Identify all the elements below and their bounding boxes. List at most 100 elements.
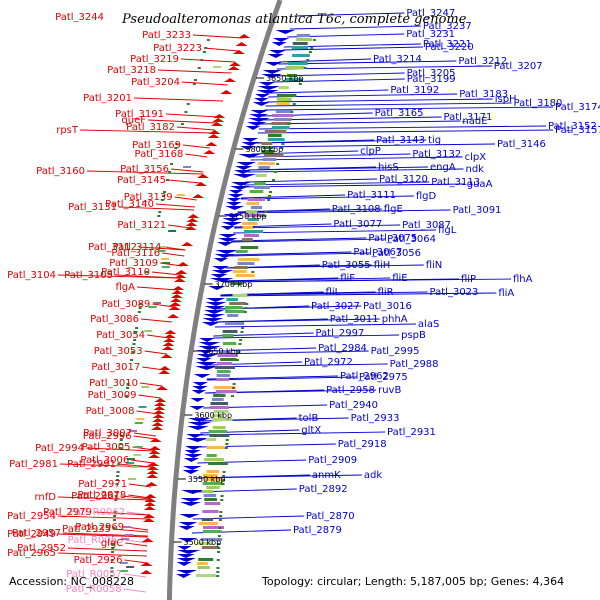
gene-label[interactable]: Patl_3204	[131, 77, 180, 88]
gene-label[interactable]: Patl_2997	[315, 328, 364, 339]
gene-label[interactable]: Patl_3220	[425, 42, 474, 53]
gene-label[interactable]: Patl_3192	[390, 85, 439, 96]
gene-label[interactable]: Patl_3233	[142, 30, 191, 41]
gene-label[interactable]: Patl_3089	[102, 299, 151, 310]
gene-label[interactable]: pspB	[401, 330, 426, 341]
gene-label[interactable]: fliR	[378, 287, 394, 298]
gene-label[interactable]: Patl_3075	[368, 233, 417, 244]
gene-label[interactable]: Patl_3104	[7, 270, 56, 281]
gene-label[interactable]: Patl_3077	[333, 219, 382, 230]
gene-label[interactable]: Patl_3017	[91, 362, 140, 373]
gene-label[interactable]: Patl_2949	[7, 529, 56, 540]
gene-label[interactable]: rpsT	[56, 125, 79, 136]
gene-label[interactable]: Patl_3108	[332, 204, 381, 215]
rna-label[interactable]: Patl_R0058	[66, 584, 122, 595]
gene-label[interactable]: Patl_3087	[402, 220, 451, 231]
gene-label[interactable]: Patl_3110	[101, 267, 150, 278]
gene-label[interactable]: Patl_2931	[387, 427, 436, 438]
gene-label[interactable]: flgD	[416, 191, 437, 202]
gene-label[interactable]: Patl_2965	[7, 548, 56, 559]
gene-label[interactable]: ndk	[466, 164, 485, 175]
gene-label[interactable]: clpX	[465, 152, 487, 163]
gene-label[interactable]: Patl_3180	[514, 98, 563, 109]
gene-label[interactable]: Patl_3131	[68, 202, 117, 213]
gene-label[interactable]: Patl_3165	[375, 108, 424, 119]
gene-label[interactable]: Patl_3006	[80, 455, 129, 466]
gene-label[interactable]: Patl_3183	[459, 89, 508, 100]
gene-label[interactable]: Patl_3160	[36, 166, 85, 177]
rna-label[interactable]: Patl_R0062	[69, 507, 125, 518]
gene-label[interactable]: Patl_3116	[111, 248, 160, 259]
gene-label[interactable]: Patl_2909	[308, 455, 357, 466]
gene-label[interactable]: fliF	[340, 273, 355, 284]
gene-label[interactable]: Patl_2935	[62, 524, 111, 535]
gene-label[interactable]: Patl_2975	[359, 372, 408, 383]
gene-label[interactable]: fliN	[426, 260, 443, 271]
gene-label[interactable]: Patl_3223	[153, 43, 202, 54]
gene-label[interactable]: flgA	[116, 282, 136, 293]
gene-label[interactable]: Patl_2991	[67, 459, 116, 470]
gene-label[interactable]: Patl_3027	[311, 301, 360, 312]
gene-label[interactable]: ruvB	[378, 385, 401, 396]
gene-label[interactable]: fliH	[374, 260, 391, 271]
gene-label[interactable]: fliP	[461, 274, 476, 285]
gene-label[interactable]: glgC	[101, 538, 123, 549]
gene-label[interactable]: guaA	[467, 179, 493, 190]
gene-label[interactable]: Patl_3169	[132, 140, 181, 151]
gene-label[interactable]: tig	[428, 135, 441, 146]
gene-label[interactable]: Patl_3221	[423, 39, 472, 50]
gene-label[interactable]: Patl_3112	[88, 242, 137, 253]
gene-label[interactable]: Patl_3008	[86, 406, 135, 417]
gene-label[interactable]: Patl_2978	[77, 490, 126, 501]
gene-label[interactable]: Patl_2954	[7, 511, 56, 522]
gene-label[interactable]: Patl_3247	[406, 8, 455, 19]
gene-label[interactable]: Patl_3055	[322, 260, 371, 271]
gene-label[interactable]: rnfD	[35, 492, 57, 503]
gene-label[interactable]: tolB	[299, 413, 319, 424]
gene-label[interactable]: Patl_2994	[35, 443, 84, 454]
gene-label[interactable]: Patl_2918	[338, 439, 387, 450]
gene-label[interactable]: Patl_3009	[88, 390, 137, 401]
gene-label[interactable]: Patl_2957	[12, 528, 61, 539]
gene-label[interactable]: flhA	[513, 274, 533, 285]
gene-label[interactable]: Patl_3064	[387, 234, 436, 245]
gene-label[interactable]: fliE	[392, 273, 407, 284]
gene-label[interactable]: Patl_3120	[379, 174, 428, 185]
gene-label[interactable]: fliL	[326, 287, 341, 298]
gene-label[interactable]: Patl_3053	[94, 346, 143, 357]
gene-label[interactable]: Patl_2984	[318, 343, 367, 354]
gene-label[interactable]: Patl_3191	[115, 109, 164, 120]
gene-label[interactable]: flgE	[384, 204, 403, 215]
gene-label[interactable]: Patl_3157	[555, 125, 600, 136]
gene-label[interactable]: Patl_2971	[78, 479, 127, 490]
gene-label[interactable]: Patl_3067	[353, 247, 402, 258]
gene-label[interactable]: Patl_3205	[407, 68, 456, 79]
gene-label[interactable]: fliA	[498, 288, 514, 299]
gene-label[interactable]: Patl_3007	[83, 428, 132, 439]
gene-label[interactable]: Patl_3011	[330, 314, 379, 325]
gene-label[interactable]: adk	[364, 470, 382, 481]
gene-label[interactable]: Patl_3182	[126, 122, 175, 133]
gene-label[interactable]: Patl_3237	[423, 21, 472, 32]
gene-label[interactable]: Patl_2952	[17, 543, 66, 554]
gene-label[interactable]: Patl_3199	[407, 74, 456, 85]
gene-label[interactable]: Patl_3086	[90, 314, 139, 325]
gene-label[interactable]: Patl_3212	[458, 56, 507, 67]
gene-label[interactable]: Patl_2958	[326, 385, 375, 396]
gene-label[interactable]: Patl_3105	[64, 270, 113, 281]
gene-label[interactable]: Patl_3231	[406, 29, 455, 40]
gene-label[interactable]: clpP	[360, 146, 381, 157]
gene-label[interactable]: Patl_3219	[130, 54, 179, 65]
gene-label[interactable]: ispH	[495, 94, 517, 105]
gene-label[interactable]: Patl_3113	[431, 177, 480, 188]
gene-label[interactable]: Patl_2940	[329, 400, 378, 411]
gene-label[interactable]: Patl_3207	[494, 61, 543, 72]
gene-label[interactable]: Patl_3146	[497, 139, 546, 150]
gene-label[interactable]: alaS	[418, 319, 439, 330]
gene-label[interactable]: Patl_3174	[555, 102, 600, 113]
gene-label[interactable]: Patl_3143	[376, 135, 425, 146]
gene-label[interactable]: Patl_3016	[363, 301, 412, 312]
gene-label[interactable]: Patl_3201	[83, 93, 132, 104]
gene-label[interactable]: Patl_2870	[306, 511, 355, 522]
gene-label[interactable]: nadE	[462, 116, 487, 127]
